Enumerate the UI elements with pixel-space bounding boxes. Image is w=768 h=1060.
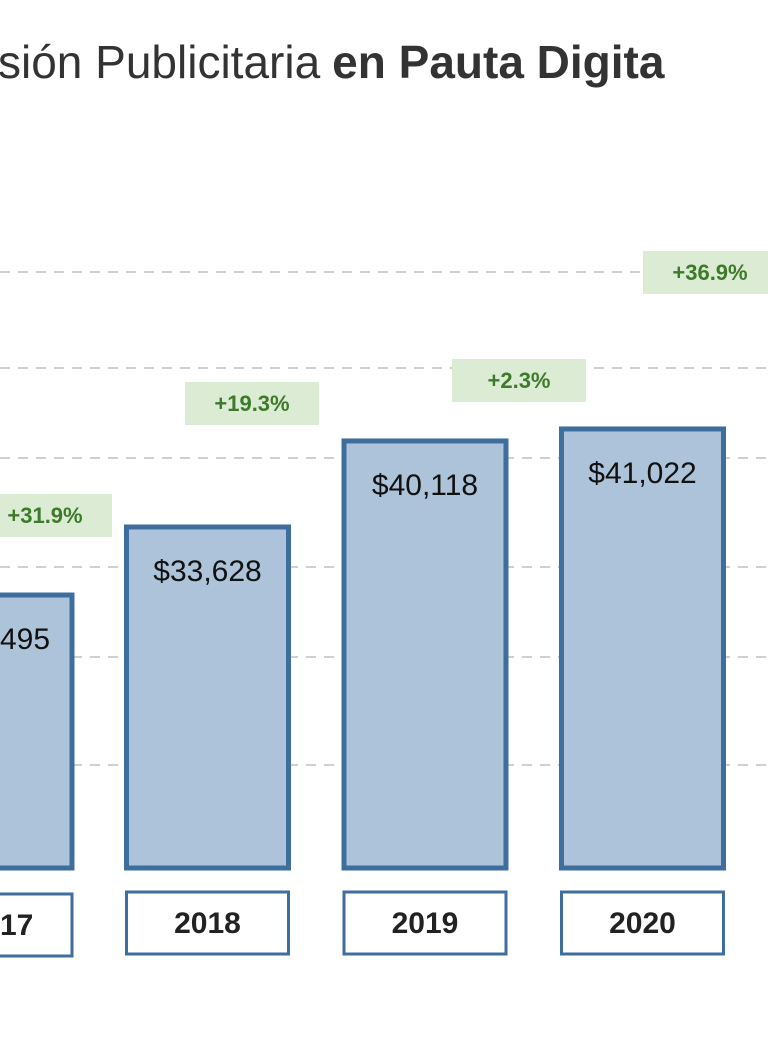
title-light: sión Publicitaria bbox=[0, 36, 321, 88]
growth-label: +31.9% bbox=[7, 503, 82, 528]
growth-label: +2.3% bbox=[488, 368, 551, 393]
growth-box bbox=[452, 359, 586, 402]
category-box bbox=[560, 890, 725, 956]
category-box bbox=[0, 892, 74, 958]
x-tick-label: 2020 bbox=[609, 907, 676, 940]
bar bbox=[559, 426, 726, 871]
x-tick-label: 2019 bbox=[392, 907, 459, 940]
category-box bbox=[342, 890, 508, 956]
bar bbox=[341, 438, 509, 871]
title-bold: en Pauta Digita bbox=[332, 36, 665, 88]
category-box bbox=[125, 890, 290, 956]
bar bbox=[0, 592, 75, 871]
value-label: 495 bbox=[0, 623, 50, 656]
growth-box bbox=[0, 494, 112, 537]
bar bbox=[124, 524, 291, 871]
value-label: $40,118 bbox=[372, 469, 478, 502]
growth-label: +36.9% bbox=[672, 260, 747, 285]
growth-box bbox=[185, 382, 319, 425]
x-tick-label: 2018 bbox=[174, 907, 241, 940]
growth-label: +19.3% bbox=[214, 391, 289, 416]
value-label: $33,628 bbox=[153, 555, 261, 588]
value-label: $41,022 bbox=[588, 457, 696, 490]
chart-title: sión Publicitaria en Pauta Digita bbox=[0, 36, 665, 88]
growth-box bbox=[643, 251, 768, 294]
x-tick-label: 17 bbox=[0, 909, 33, 942]
